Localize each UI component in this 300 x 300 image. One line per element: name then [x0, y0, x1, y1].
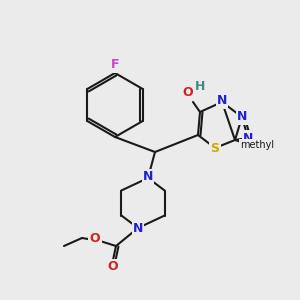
Text: O: O — [183, 86, 193, 100]
Text: N: N — [237, 110, 247, 124]
Text: S: S — [211, 142, 220, 154]
Text: N: N — [143, 170, 153, 184]
Text: N: N — [133, 221, 143, 235]
Text: methyl: methyl — [240, 140, 274, 150]
Text: N: N — [243, 131, 253, 145]
Text: O: O — [90, 232, 100, 244]
Text: H: H — [195, 80, 205, 94]
Text: N: N — [217, 94, 227, 107]
Text: O: O — [108, 260, 118, 274]
Text: F: F — [111, 58, 119, 71]
